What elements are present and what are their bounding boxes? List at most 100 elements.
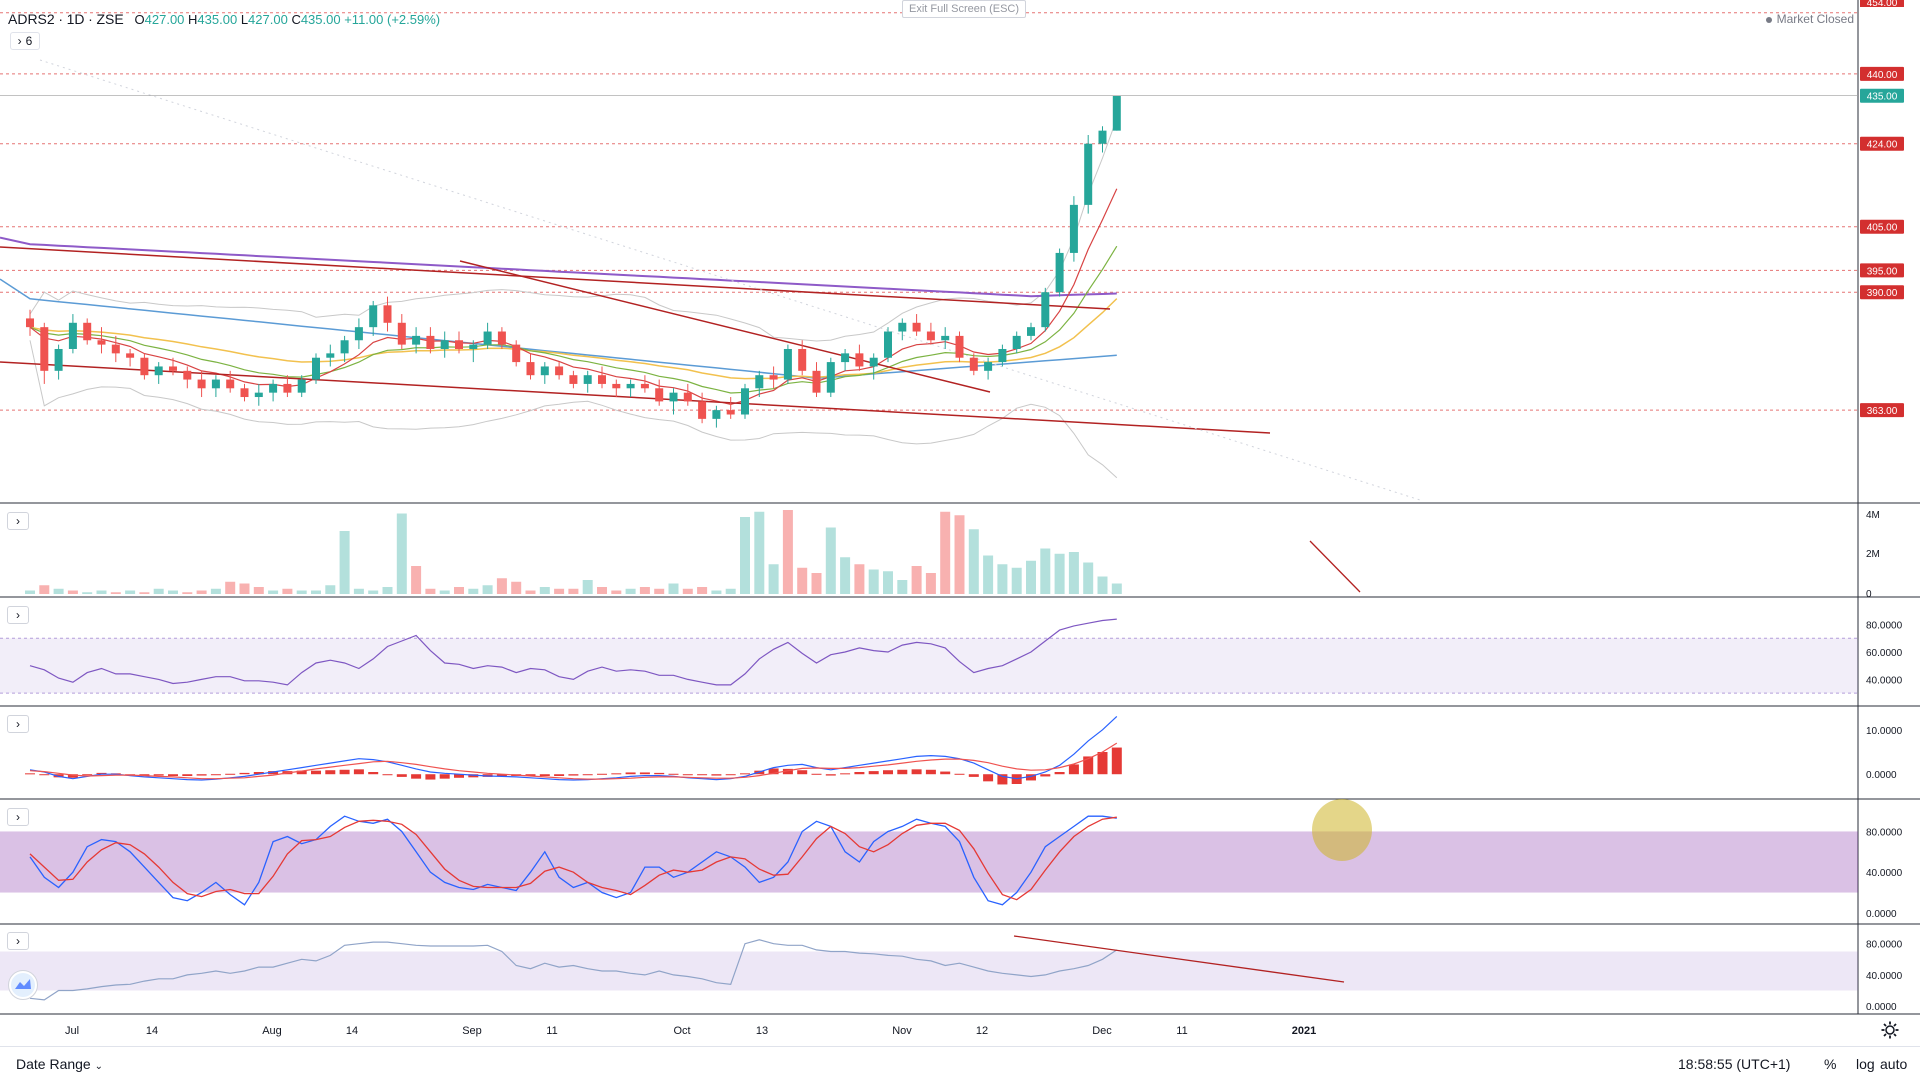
volume-bar [611, 590, 622, 594]
volume-bar [983, 555, 994, 594]
macd-histogram-bar [439, 774, 450, 779]
clock[interactable]: 18:58:55 (UTC+1) [1678, 1056, 1791, 1072]
candle-body [841, 353, 850, 363]
macd-histogram-bar [925, 769, 936, 775]
market-status: Market Closed [1765, 12, 1854, 26]
macd-histogram-bar [554, 774, 565, 776]
price-level-label: 363.00 [1867, 406, 1898, 417]
ema-green-line [29, 245, 1118, 394]
candle-body [68, 322, 77, 349]
macd-histogram-bar [940, 771, 951, 775]
stoch-pane-toggle-button[interactable]: › [7, 808, 29, 826]
candle-body [898, 322, 907, 332]
macd-histogram-bar [825, 774, 836, 776]
stoch-band [0, 831, 1858, 893]
macd-histogram-bar [725, 774, 736, 776]
volume-bar [768, 564, 779, 594]
volume-axis-label: 0 [1866, 589, 1872, 600]
percent-scale-button[interactable]: % [1824, 1056, 1837, 1072]
volume-bar [210, 588, 221, 594]
time-axis-label: Dec [1092, 1025, 1112, 1037]
candle-body [312, 357, 320, 380]
macd-histogram-bar [768, 768, 779, 775]
volume-bar [139, 592, 150, 594]
macd-histogram-bar [39, 774, 50, 776]
candle-body [555, 366, 564, 376]
osc-pane-toggle-button[interactable]: › [7, 932, 29, 950]
macd-histogram-bar [682, 774, 693, 776]
volume-bar [396, 513, 407, 594]
macd-histogram-bar [454, 774, 464, 778]
volume-bar [468, 588, 479, 594]
candle-body [783, 348, 792, 380]
sma-100-line [0, 278, 1117, 379]
candle-body [1027, 327, 1035, 336]
candle-body [397, 322, 406, 345]
date-range-button[interactable]: Date Range ⌄ [16, 1056, 103, 1072]
macd-histogram-bar [697, 774, 708, 776]
price-level-tag [1860, 285, 1904, 300]
macd-histogram-bar [797, 770, 808, 775]
macd-histogram-bar [196, 774, 207, 776]
indicators-toggle-button[interactable]: › 6 [10, 32, 40, 50]
logo-icon[interactable] [8, 970, 38, 1000]
high-value: 435.00 [197, 12, 238, 27]
candle-body [497, 331, 506, 345]
candle-body [569, 375, 578, 384]
volume-bar [554, 588, 565, 594]
volume-bar [782, 510, 793, 594]
candle-body [998, 348, 1007, 363]
chevron-right-icon: › [16, 514, 20, 528]
macd-histogram-bar [782, 768, 793, 775]
macd-histogram-bar [182, 774, 193, 776]
candle-body [383, 305, 392, 323]
volume-bar [1054, 553, 1065, 594]
volume-trendline [1309, 540, 1361, 593]
log-scale-button[interactable]: log [1856, 1056, 1875, 1072]
volume-bar [954, 515, 965, 594]
macd-histogram-bar [425, 774, 436, 780]
macd-histogram-bar [1068, 764, 1079, 775]
volume-pane-toggle-button[interactable]: › [7, 512, 29, 530]
macd-histogram-bar [496, 774, 507, 777]
volume-bar [196, 590, 207, 594]
volume-bar [425, 588, 436, 594]
volume-bar [654, 588, 665, 594]
volume-bar [25, 590, 35, 594]
candle-body [769, 375, 778, 380]
candle-body [197, 379, 206, 389]
highlight-circle [1312, 799, 1372, 861]
candle-body [984, 362, 993, 371]
candle-body [655, 388, 664, 402]
time-axis-label: Jul [65, 1025, 79, 1037]
macd-histogram-bar [139, 774, 150, 776]
gear-icon[interactable] [1880, 1020, 1900, 1040]
macd-pane-toggle-button[interactable]: › [7, 715, 29, 733]
symbol-name[interactable]: ADRS2 [8, 11, 55, 27]
auto-scale-button[interactable]: auto [1880, 1056, 1908, 1072]
macd-histogram-bar [82, 774, 93, 776]
volume-bar [411, 566, 422, 594]
time-axis-label: 13 [756, 1025, 768, 1037]
volume-bar [682, 588, 693, 594]
volume-bar [110, 592, 121, 594]
volume-bar [997, 564, 1008, 594]
candle-body [926, 331, 935, 341]
volume-bar [740, 517, 750, 594]
rsi-axis-label: 40.0000 [1866, 675, 1903, 686]
price-level-tag [1860, 263, 1904, 278]
volume-bar [439, 590, 450, 594]
exit-fullscreen-button[interactable]: Exit Full Screen (ESC) [902, 0, 1027, 18]
candle-body [755, 375, 764, 389]
candle-body [326, 353, 335, 358]
volume-bar [39, 585, 50, 594]
rsi-pane-toggle-button[interactable]: › [7, 606, 29, 624]
chevron-down-icon: ⌄ [94, 1061, 103, 1072]
volume-bar [253, 587, 264, 594]
osc-band [0, 951, 1858, 991]
price-level-tag [1860, 0, 1904, 7]
trendline-dotted [39, 59, 1421, 501]
volume-bar [1111, 583, 1122, 594]
